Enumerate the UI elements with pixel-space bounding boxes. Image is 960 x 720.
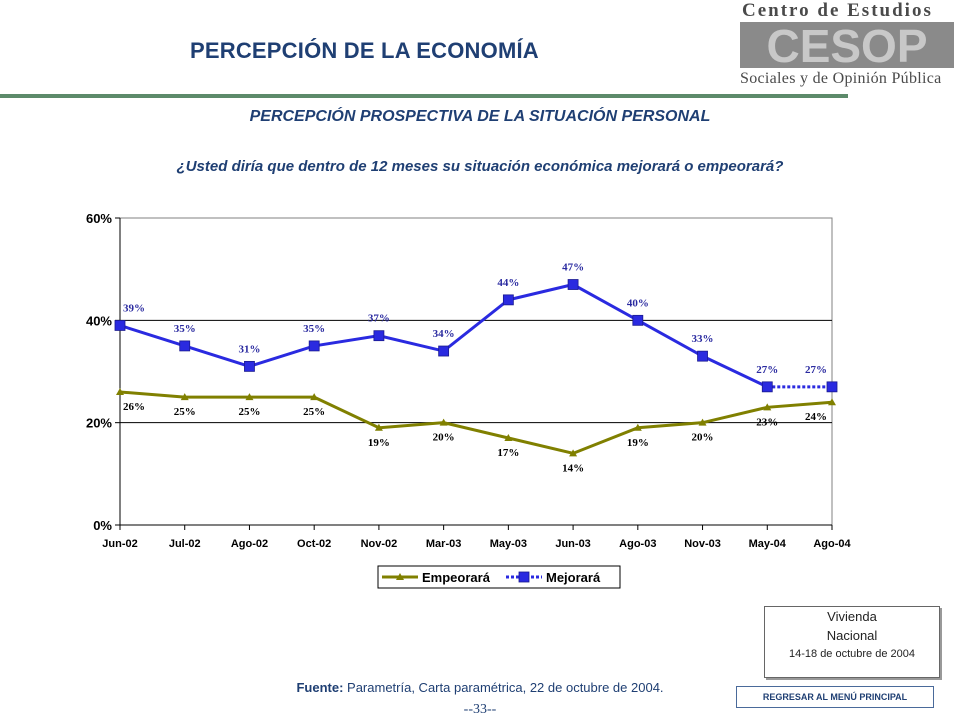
data-point [244, 360, 255, 372]
chart-grid [119, 217, 833, 526]
data-label: 31% [238, 343, 260, 355]
data-label: 24% [805, 411, 827, 423]
data-point [374, 423, 383, 431]
x-tick-label: Ago-02 [231, 538, 268, 550]
data-point [632, 314, 644, 326]
data-point [245, 393, 254, 401]
cesop-logo: Centro de Estudios CESOP Sociales y de O… [736, 0, 960, 96]
x-tick-label: Mar-03 [426, 538, 461, 550]
data-point [438, 345, 450, 357]
data-label: 40% [627, 297, 649, 309]
data-point [828, 398, 836, 406]
legend-marker-empeorara [396, 573, 404, 580]
data-point [373, 330, 385, 342]
y-tick-label: 60% [86, 211, 112, 226]
data-point [567, 279, 579, 290]
data-label: 34% [433, 328, 455, 340]
legend-box [377, 565, 621, 589]
x-tick-label: Jun-03 [555, 538, 590, 550]
page-title: PERCEPCIÓN DE LA ECONOMÍA [190, 38, 539, 63]
data-label: 25% [238, 406, 260, 418]
data-label: 35% [303, 323, 325, 335]
data-point [697, 350, 708, 362]
data-label: 47% [562, 262, 584, 274]
x-tick-label: Jun-02 [102, 538, 137, 550]
title-rule [0, 94, 848, 98]
data-point [569, 449, 578, 457]
data-point [310, 393, 319, 401]
data-point [826, 381, 838, 393]
data-point [179, 340, 191, 352]
data-point [761, 381, 773, 393]
x-tick-label: Jul-02 [169, 538, 201, 550]
x-tick-label: Ago-04 [813, 538, 851, 550]
legend-label-empeorara: Empeorará [422, 570, 491, 585]
data-point [763, 403, 772, 411]
y-tick-label: 0% [93, 518, 112, 533]
data-label: 20% [692, 432, 714, 444]
source-label: Fuente: [296, 680, 344, 695]
data-label: 27% [756, 364, 778, 376]
data-label: 17% [497, 447, 519, 459]
note-line-2: Nacional [826, 628, 878, 643]
x-tick-label: May-04 [749, 538, 787, 550]
data-point [439, 418, 448, 426]
data-point [114, 320, 126, 331]
data-label: 25% [174, 406, 196, 418]
source-text: Parametría, Carta paramétrica, 22 de oct… [347, 680, 664, 695]
source-citation: Fuente: Parametría, Carta paramétrica, 2… [0, 680, 960, 695]
y-tick-label: 20% [86, 416, 112, 431]
x-tick-label: Oct-02 [297, 538, 331, 550]
data-label: 25% [303, 406, 325, 418]
data-label: 14% [562, 462, 584, 474]
data-point [698, 418, 707, 426]
logo-mark: CESOP [740, 22, 954, 68]
legend-label-mejorara: Mejorará [546, 570, 601, 585]
data-label: 35% [174, 323, 196, 335]
back-to-menu-button[interactable]: REGRESAR AL MENÚ PRINCIPAL [736, 686, 934, 708]
logo-bottom-text: Sociales y de Opinión Pública [740, 70, 942, 87]
data-point [308, 340, 320, 352]
data-point [180, 393, 189, 401]
data-point [116, 387, 124, 395]
data-label: 19% [368, 437, 390, 449]
data-label: 23% [756, 416, 778, 428]
series-line-Empeorará [119, 390, 833, 455]
data-label: 37% [368, 313, 390, 325]
data-label: 39% [123, 302, 145, 314]
page-number: --33-- [463, 702, 497, 717]
data-label: 33% [692, 333, 714, 345]
data-label: 44% [497, 277, 519, 289]
x-tick-label: Ago-03 [619, 538, 656, 550]
data-label: 27% [805, 364, 827, 376]
plot-frame [119, 217, 833, 526]
line-chart: 0% 20% 40% 60% Jun-02 Jul-02 Ago-02 Oct-02 Nov-0… [86, 211, 852, 589]
data-point [633, 423, 642, 431]
sample-note: Vivienda Nacional 14-18 de octubre de 20… [764, 606, 940, 678]
data-label: 19% [627, 437, 649, 449]
note-line-1: Vivienda [827, 609, 877, 624]
logo-top-text: Centro de Estudios [742, 0, 933, 21]
data-point [502, 294, 514, 306]
data-point [504, 434, 513, 442]
chart-axes: 0% 20% 40% 60% Jun-02 Jul-02 Ago-02 Oct-02 Nov-0… [86, 211, 852, 550]
data-label: 20% [433, 432, 455, 444]
chart-legend: Empeorará Mejorará [377, 565, 621, 589]
chart-labels: 26% 25% 25% 25% 19% 20% 17% 14% 19% 20% 23% 24% 39% 3… [123, 262, 827, 475]
y-tick-label: 40% [86, 313, 112, 328]
legend-marker-mejorara [518, 571, 530, 583]
data-label: 26% [123, 401, 145, 413]
x-tick-label: Nov-03 [684, 538, 721, 550]
chart-subtitle: PERCEPCIÓN PROSPECTIVA DE LA SITUACIÓN P… [249, 108, 711, 125]
survey-question: ¿Usted diría que dentro de 12 meses su s… [176, 158, 784, 175]
chart-series [114, 279, 838, 457]
x-tick-label: May-03 [490, 538, 527, 550]
svg-text:CESOP: CESOP [766, 22, 927, 68]
note-line-3: 14-18 de octubre de 2004 [789, 648, 915, 660]
x-tick-label: Nov-02 [361, 538, 398, 550]
